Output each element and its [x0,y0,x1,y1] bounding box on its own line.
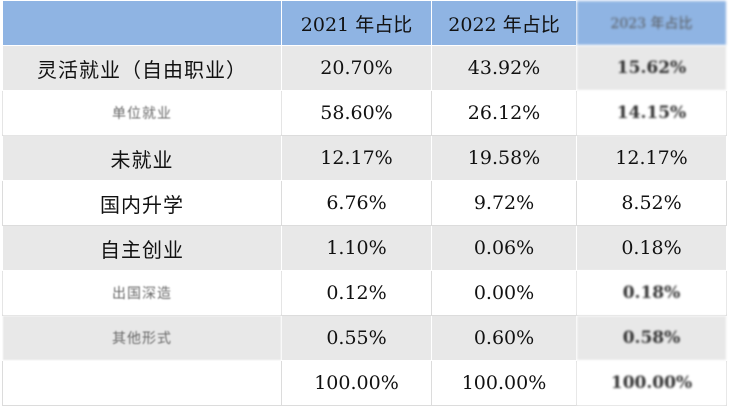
row-label: 未就业 [2,135,282,181]
cell-2021: 6.76% [281,180,432,226]
cell-2021: 0.55% [281,315,432,361]
cell-2022: 19.58% [431,135,577,181]
cell-2021: 12.17% [281,135,432,181]
cell-2023: 0.58% [576,315,727,361]
cell-2022: 0.60% [431,315,577,361]
table-row: 国内升学 6.76% 9.72% 8.52% [2,180,727,226]
cell-2021: 1.10% [281,225,432,271]
table-row-total: 100.00% 100.00% 100.00% [2,360,727,406]
row-label: 其他形式 [2,315,282,361]
cell-2022: 100.00% [431,360,577,406]
cell-2022: 0.00% [431,270,577,316]
row-label: 出国深造 [2,270,282,316]
row-label: 单位就业 [2,90,282,136]
cell-2023: 8.52% [576,180,727,226]
cell-2021: 58.60% [281,90,432,136]
table-header-row: 2021 年占比 2022 年占比 2023 年占比 [2,0,727,46]
table-row: 未就业 12.17% 19.58% 12.17% [2,135,727,181]
row-label: 灵活就业（自由职业） [2,45,282,91]
table-row: 自主创业 1.10% 0.06% 0.18% [2,225,727,271]
cell-2021: 20.70% [281,45,432,91]
cell-2022: 0.06% [431,225,577,271]
cell-2021: 0.12% [281,270,432,316]
cell-2023: 0.18% [576,270,727,316]
row-label: 自主创业 [2,225,282,271]
table-row: 单位就业 58.60% 26.12% 14.15% [2,90,727,136]
cell-2022: 9.72% [431,180,577,226]
cell-2023: 100.00% [576,360,727,406]
cell-2023: 14.15% [576,90,727,136]
row-label [2,360,282,406]
cell-2023: 0.18% [576,225,727,271]
table-row: 出国深造 0.12% 0.00% 0.18% [2,270,727,316]
cell-2022: 26.12% [431,90,577,136]
row-label: 国内升学 [2,180,282,226]
cell-2022: 43.92% [431,45,577,91]
cell-2023: 15.62% [576,45,727,91]
header-2023: 2023 年占比 [576,0,727,46]
table-row: 其他形式 0.55% 0.60% 0.58% [2,315,727,361]
header-2021: 2021 年占比 [281,0,432,46]
table-row: 灵活就业（自由职业） 20.70% 43.92% 15.62% [2,45,727,91]
header-label [2,0,282,46]
cell-2021: 100.00% [281,360,432,406]
header-2022: 2022 年占比 [431,0,577,46]
cell-2023: 12.17% [576,135,727,181]
